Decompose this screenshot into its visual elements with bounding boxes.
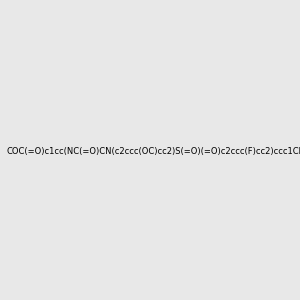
- Text: COC(=O)c1cc(NC(=O)CN(c2ccc(OC)cc2)S(=O)(=O)c2ccc(F)cc2)ccc1Cl: COC(=O)c1cc(NC(=O)CN(c2ccc(OC)cc2)S(=O)(…: [6, 147, 300, 156]
